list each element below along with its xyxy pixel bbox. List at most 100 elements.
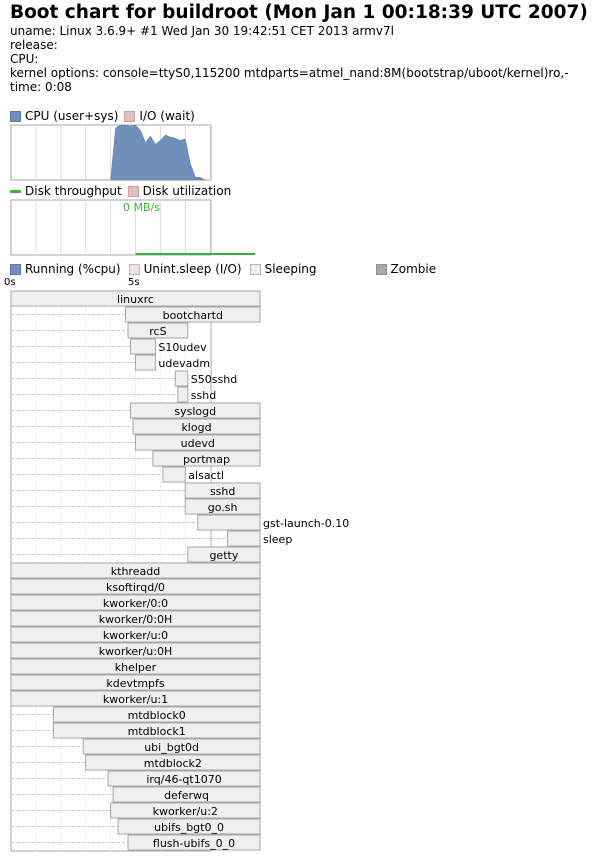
process-label: udevadm xyxy=(158,357,210,370)
process-label: mtdblock2 xyxy=(144,757,202,770)
process-bar xyxy=(184,482,261,499)
io-legend-label: I/O (wait) xyxy=(139,109,195,123)
process-bar xyxy=(125,306,261,323)
unint-swatch-icon xyxy=(128,263,140,275)
process-bar xyxy=(187,546,261,563)
io-swatch-icon xyxy=(124,110,136,122)
process-label: gst-launch-0.10 xyxy=(263,517,349,530)
time-tick-0: 0s xyxy=(4,277,16,288)
process-label: kdevtmpfs xyxy=(106,677,165,690)
time-tick-5: 5s xyxy=(128,277,140,288)
process-bar xyxy=(10,594,261,611)
process-bar xyxy=(10,658,261,675)
process-label: kworker/u:0 xyxy=(103,629,168,642)
process-bar xyxy=(52,722,261,739)
process-label: khelper xyxy=(115,661,157,674)
process-bar xyxy=(152,450,261,467)
process-bar xyxy=(135,354,156,371)
process-label: go.sh xyxy=(208,501,238,514)
disk-util-swatch-icon xyxy=(127,185,139,197)
process-label: portmap xyxy=(183,453,230,466)
process-label: sleep xyxy=(263,533,292,546)
process-bar xyxy=(10,690,261,707)
cpu-swatch-icon xyxy=(10,110,21,122)
process-label: ubifs_bgt0_0 xyxy=(154,821,224,834)
process-bar xyxy=(130,402,261,419)
process-label: udevd xyxy=(181,437,215,450)
process-bar xyxy=(10,610,261,627)
process-bar xyxy=(130,338,156,355)
process-label: kworker/u:1 xyxy=(103,693,168,706)
zombie-swatch-icon xyxy=(375,263,387,275)
process-bar xyxy=(177,386,189,403)
unint-legend-label: Unint.sleep (I/O) xyxy=(143,262,242,276)
process-bar xyxy=(112,786,261,803)
process-bar xyxy=(82,738,261,755)
process-bar xyxy=(227,530,261,547)
process-label: kworker/0:0 xyxy=(103,597,168,610)
process-label: sshd xyxy=(210,485,235,498)
process-bar xyxy=(10,578,261,595)
process-label: kworker/u:0H xyxy=(99,645,173,658)
process-bar xyxy=(107,770,261,787)
process-bar xyxy=(132,418,261,435)
cpu-legend: CPU (user+sys) I/O (wait) xyxy=(10,109,195,123)
uname-line: uname: Linux 3.6.9+ #1 Wed Jan 30 19:42:… xyxy=(10,24,394,38)
disk-chart xyxy=(10,199,256,256)
zombie-legend-label: Zombie xyxy=(390,262,437,276)
process-bar xyxy=(127,834,261,851)
process-label: deferwq xyxy=(164,789,209,802)
process-label: bootchartd xyxy=(163,309,223,322)
cpu-line: CPU: xyxy=(10,52,39,66)
process-bar xyxy=(10,642,261,659)
process-label: klogd xyxy=(181,421,211,434)
process-label: kworker/0:0H xyxy=(99,613,173,626)
process-bar xyxy=(10,290,261,307)
process-bar xyxy=(197,514,261,531)
process-label: ubi_bgt0d xyxy=(144,741,199,754)
process-label: rcS xyxy=(149,325,166,338)
process-label: kthreadd xyxy=(111,565,160,578)
process-bar xyxy=(10,562,261,579)
process-label: alsactl xyxy=(188,469,224,482)
process-bar xyxy=(184,498,261,515)
process-bar xyxy=(135,434,261,451)
process-bar xyxy=(174,370,189,387)
process-legend: Running (%cpu) Unint.sleep (I/O) Sleepin… xyxy=(10,262,436,276)
process-label: linuxrc xyxy=(117,293,154,306)
process-label: S50sshd xyxy=(191,373,237,386)
process-bar xyxy=(85,754,261,771)
page-title: Boot chart for buildroot (Mon Jan 1 00:1… xyxy=(10,2,588,23)
disk-legend: Disk throughput Disk utilization xyxy=(10,184,231,198)
process-label: S10udev xyxy=(158,341,207,354)
disk-rate-label: 0 MB/s xyxy=(123,201,160,214)
release-line: release: xyxy=(10,38,58,52)
process-bar xyxy=(162,466,186,483)
sleeping-swatch-icon xyxy=(249,263,261,275)
process-label: kworker/u:2 xyxy=(153,805,218,818)
process-bar xyxy=(110,802,261,819)
process-label: sshd xyxy=(191,389,216,402)
running-legend-label: Running (%cpu) xyxy=(25,262,121,276)
process-bar xyxy=(10,626,261,643)
sleeping-legend-label: Sleeping xyxy=(264,262,317,276)
disk-throughput-label: Disk throughput xyxy=(25,184,122,198)
process-bar xyxy=(52,706,261,723)
disk-throughput-swatch-icon xyxy=(10,189,21,193)
running-swatch-icon xyxy=(10,263,21,275)
cpu-chart xyxy=(10,124,212,181)
process-bar xyxy=(117,818,261,835)
process-bar xyxy=(10,674,261,691)
process-label: getty xyxy=(209,549,238,562)
process-label: mtdblock1 xyxy=(128,725,186,738)
process-label: mtdblock0 xyxy=(128,709,186,722)
cpu-area-series xyxy=(110,124,206,181)
process-bar xyxy=(127,322,189,339)
process-label: ksoftirqd/0 xyxy=(106,581,165,594)
process-label: flush-ubifs_0_0 xyxy=(153,837,235,850)
kernel-options-line: kernel options: console=ttyS0,115200 mtd… xyxy=(10,66,569,80)
process-label: irq/46-qt1070 xyxy=(146,773,221,786)
process-label: syslogd xyxy=(174,405,216,418)
time-line: time: 0:08 xyxy=(10,80,72,94)
